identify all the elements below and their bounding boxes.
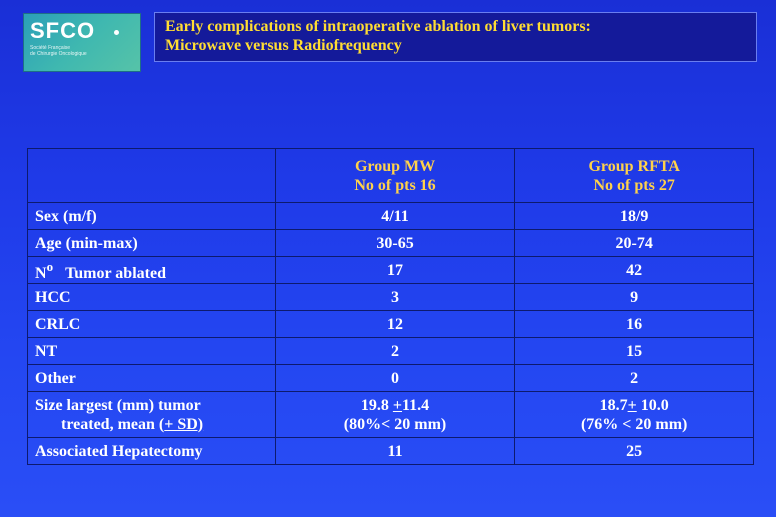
rfta-size-line1: 18.7+ 10.0 (522, 396, 746, 415)
row-label-line2-text: treated, mean ( (61, 415, 165, 433)
row-label-text: Tumor ablated (65, 265, 166, 282)
row-label: Associated Hepatectomy (27, 437, 276, 465)
table-row: Sex (m/f) 4/11 18/9 (27, 202, 754, 230)
row-label: No Tumor ablated (27, 256, 276, 284)
mw-value: 19.8 +11.4 (80%< 20 mm) (274, 391, 516, 438)
row-label-line1: Size largest (mm) tumor (35, 396, 201, 414)
rfta-plusminus: + (627, 396, 637, 414)
header-rfta-name: Group RFTA (588, 157, 680, 175)
row-label: CRLC (27, 310, 276, 338)
mw-size-line1: 19.8 +11.4 (283, 396, 508, 415)
row-label-line2: treated, mean (+ SD) (35, 415, 268, 434)
mw-value: 12 (274, 310, 516, 338)
header-mw-name: Group MW (354, 157, 436, 175)
rfta-value: 18/9 (514, 202, 754, 230)
row-label: Age (min-max) (27, 229, 276, 257)
header-group-rfta: Group RFTA No of pts 27 (514, 148, 754, 203)
mw-value: 3 (274, 283, 516, 311)
logo-dot (114, 30, 119, 35)
table-row: Associated Hepatectomy 11 25 (27, 437, 754, 465)
header-empty-cell (27, 148, 276, 203)
number-sign: N (35, 265, 47, 282)
row-label-line2-underlined: + SD) (164, 415, 204, 433)
table-row: CRLC 12 16 (27, 310, 754, 338)
slide-title: Early complications of intraoperative ab… (154, 12, 757, 62)
rfta-value: 42 (514, 256, 754, 284)
row-label: Sex (m/f) (27, 202, 276, 230)
table-row: NT 2 15 (27, 337, 754, 365)
rfta-value: 9 (514, 283, 754, 311)
mw-size-line2: (80%< 20 mm) (343, 415, 447, 433)
comparison-table: Group MW No of pts 16 Group RFTA No of p… (27, 148, 754, 465)
mw-value: 17 (274, 256, 516, 284)
table-row: HCC 3 9 (27, 283, 754, 311)
rfta-sd: 10.0 (636, 396, 669, 414)
mw-value: 0 (274, 364, 516, 392)
logo-subtitle-line2: de Chirurgie Oncologique (30, 51, 87, 57)
mw-value: 4/11 (274, 202, 516, 230)
rfta-value: 25 (514, 437, 754, 465)
rfta-value: 15 (514, 337, 754, 365)
mw-value: 2 (274, 337, 516, 365)
degree-superscript: o (46, 259, 54, 274)
header-group-mw: Group MW No of pts 16 (274, 148, 516, 203)
rfta-value: 18.7+ 10.0 (76% < 20 mm) (514, 391, 754, 438)
slide-title-line1: Early complications of intraoperative ab… (165, 18, 591, 35)
row-label: NT (27, 337, 276, 365)
table-row: Age (min-max) 30-65 20-74 (27, 229, 754, 257)
table-row: Size largest (mm) tumor treated, mean (+… (27, 391, 754, 438)
logo-subtitle: Société Française de Chirurgie Oncologiq… (30, 45, 87, 57)
row-label: HCC (27, 283, 276, 311)
rfta-value: 20-74 (514, 229, 754, 257)
mw-sd: 11.4 (402, 396, 430, 414)
rfta-value: 16 (514, 310, 754, 338)
row-label: Size largest (mm) tumor treated, mean (+… (27, 391, 276, 438)
logo-text: SFCO (30, 18, 96, 43)
row-label: Other (27, 364, 276, 392)
mw-mean: 19.8 (360, 396, 393, 414)
mw-value: 11 (274, 437, 516, 465)
header-mw-count: No of pts 16 (354, 176, 436, 194)
mw-plusminus: + (392, 396, 403, 414)
table-row: No Tumor ablated 17 42 (27, 256, 754, 284)
rfta-value: 2 (514, 364, 754, 392)
rfta-size-line2: (76% < 20 mm) (580, 415, 688, 433)
logo-subtitle-line1: Société Française (30, 45, 71, 51)
sfco-logo: SFCO Société Française de Chirurgie Onco… (23, 13, 141, 72)
slide-title-line2: Microwave versus Radiofrequency (165, 37, 402, 54)
rfta-mean: 18.7 (599, 396, 628, 414)
table-row: Other 0 2 (27, 364, 754, 392)
table-header-row: Group MW No of pts 16 Group RFTA No of p… (27, 148, 754, 203)
header-rfta-count: No of pts 27 (593, 176, 675, 194)
mw-value: 30-65 (274, 229, 516, 257)
